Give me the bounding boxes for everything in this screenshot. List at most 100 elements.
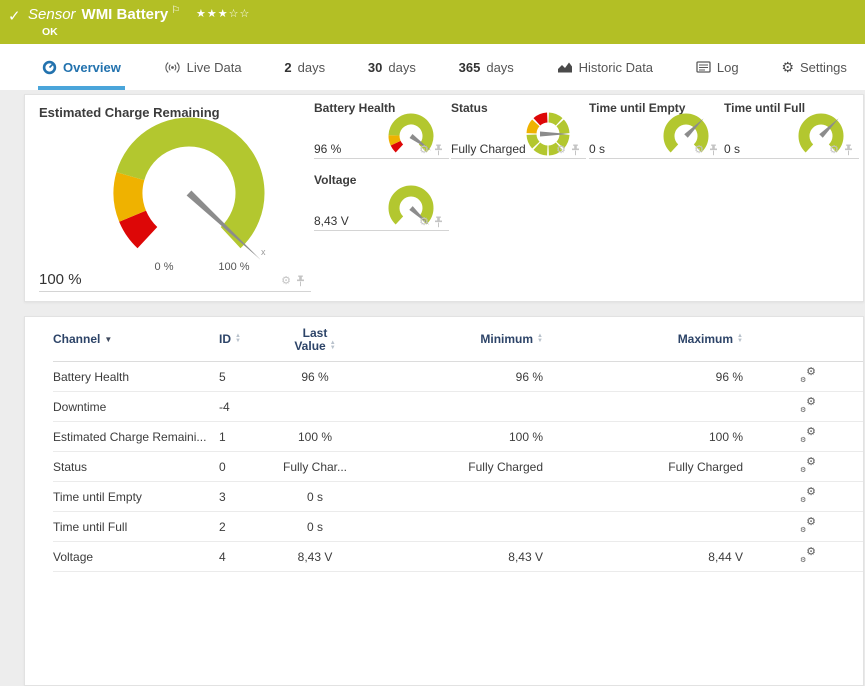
table-row-time-until-empty[interactable]: Time until Empty 3 0 s ⚙ ⚙ — [53, 482, 863, 512]
channel-gear-icon[interactable]: ⚙ — [694, 143, 704, 156]
maximum-value: 8,44 V — [708, 549, 743, 564]
gauge-title: Time until Empty — [589, 101, 686, 115]
pin-icon[interactable] — [434, 144, 443, 156]
maximum-value: Fully Charged — [668, 459, 743, 474]
gear-icon: ⚙ — [781, 59, 794, 75]
gauge-value: 8,43 V — [314, 214, 349, 228]
channel-name: Time until Empty — [53, 489, 142, 504]
pin-icon[interactable] — [571, 144, 580, 156]
page-title: WMI Battery — [81, 6, 169, 23]
gauge-status: Status Fully Charged ⚙ — [451, 101, 586, 159]
tab-bar: Overview Live Data 2 days 30 days 365 da… — [0, 44, 865, 90]
column-header-id[interactable]: ID ▲ ▼ — [219, 332, 241, 346]
channel-settings-icon[interactable]: ⚙ ⚙ — [800, 425, 816, 444]
log-icon — [696, 61, 711, 73]
gauge-title: Time until Full — [724, 101, 806, 115]
sort-icon: ▲ ▼ — [329, 340, 336, 351]
table-row-voltage[interactable]: Voltage 4 8,43 V 8,43 V 8,44 V ⚙ ⚙ — [53, 542, 863, 572]
sensor-header: ✓ Sensor WMI Battery ⚐ ★★★☆☆ OK — [0, 0, 865, 44]
tab-30-days[interactable]: 30 days — [364, 48, 420, 90]
pin-icon[interactable] — [296, 275, 305, 287]
channel-name: Downtime — [53, 399, 107, 414]
column-header-maximum[interactable]: Maximum ▲ ▼ — [677, 332, 743, 346]
gauge-title: Battery Health — [314, 101, 396, 115]
pin-icon[interactable] — [844, 144, 853, 156]
tab-number: 2 — [284, 59, 292, 75]
channel-settings-icon[interactable]: ⚙ ⚙ — [800, 365, 816, 384]
channel-gear-icon[interactable]: ⚙ — [281, 274, 291, 287]
tab-overview[interactable]: Overview — [38, 48, 125, 90]
tab-label: days — [297, 59, 326, 75]
gauge-value: 0 s — [589, 142, 606, 156]
column-header-minimum[interactable]: Minimum ▲ ▼ — [480, 332, 543, 346]
channel-name: Voltage — [53, 549, 94, 564]
gauge-voltage: Voltage 8,43 V ⚙ — [314, 173, 449, 231]
sort-icon: ▲ ▼ — [235, 333, 241, 344]
minimum-value: 96 % — [515, 369, 543, 384]
channel-id: 2 — [219, 519, 226, 534]
gauge-estimated-charge: Estimated Charge Remaining 0 % 100 % x 1… — [39, 103, 311, 292]
minimum-value: 8,43 V — [508, 549, 543, 564]
channels-table-panel: Channel ▼ ID ▲ ▼ Last Value ▲ ▼ Minimum ▲ ▼ Maxi… — [24, 316, 864, 686]
tab-2-days[interactable]: 2 days — [280, 48, 329, 90]
channel-gear-icon[interactable]: ⚙ — [419, 215, 429, 228]
pin-icon[interactable] — [709, 144, 718, 156]
last-value: 8,43 V — [297, 549, 333, 564]
column-header-channel[interactable]: Channel ▼ — [53, 332, 113, 346]
gauge-time-until-empty: Time until Empty 0 s ⚙ — [589, 101, 724, 159]
channel-name: Estimated Charge Remaini... — [53, 429, 207, 444]
channel-settings-icon[interactable]: ⚙ ⚙ — [800, 485, 816, 504]
last-value: 96 % — [301, 369, 329, 384]
channel-id: 0 — [219, 459, 226, 474]
flag-icon[interactable]: ⚐ — [171, 5, 181, 16]
minimum-value: Fully Charged — [468, 459, 543, 474]
channel-id: -4 — [219, 399, 230, 414]
gauge-value: 96 % — [314, 142, 342, 156]
tab-label: Log — [716, 59, 739, 75]
channel-name: Battery Health — [53, 369, 130, 384]
sort-icon: ▲ ▼ — [537, 333, 543, 344]
voltage-gauge — [388, 185, 434, 226]
broadcast-icon — [165, 61, 180, 73]
minimum-value: 100 % — [508, 429, 543, 444]
time-until-full-gauge — [798, 113, 844, 153]
table-header-row: Channel ▼ ID ▲ ▼ Last Value ▲ ▼ Minimum ▲ ▼ Maxi… — [53, 317, 863, 362]
column-header-last-value[interactable]: Last Value ▲ ▼ — [294, 325, 336, 353]
tab-settings[interactable]: ⚙ Settings — [777, 48, 851, 90]
gauge-title: Voltage — [314, 173, 357, 187]
gauge-value: Fully Charged — [451, 142, 526, 156]
channel-settings-icon[interactable]: ⚙ ⚙ — [800, 455, 816, 474]
gauge-value: 100 % — [39, 271, 82, 288]
table-row-time-until-full[interactable]: Time until Full 2 0 s ⚙ ⚙ — [53, 512, 863, 542]
sensor-kind-label: Sensor — [28, 6, 76, 23]
tab-live-data[interactable]: Live Data — [160, 48, 246, 90]
sensor-title-line: Sensor WMI Battery ⚐ — [28, 5, 180, 23]
tab-365-days[interactable]: 365 days — [455, 48, 518, 90]
channel-id: 1 — [219, 429, 226, 444]
sort-desc-icon: ▼ — [104, 334, 113, 344]
last-value: 100 % — [297, 429, 333, 444]
channel-settings-icon[interactable]: ⚙ ⚙ — [800, 545, 816, 564]
pin-icon[interactable] — [434, 216, 443, 228]
tab-historic-data[interactable]: Historic Data — [553, 48, 657, 90]
channel-gear-icon[interactable]: ⚙ — [829, 143, 839, 156]
maximum-value: 96 % — [715, 369, 743, 384]
table-row-battery-health[interactable]: Battery Health 5 96 % 96 % 96 % ⚙ ⚙ — [53, 362, 863, 392]
channel-gear-icon[interactable]: ⚙ — [419, 143, 429, 156]
channel-name: Status — [53, 459, 88, 474]
channel-settings-icon[interactable]: ⚙ ⚙ — [800, 515, 816, 534]
tab-label: days — [486, 59, 514, 75]
table-row-estimated-charge[interactable]: Estimated Charge Remaini... 1 100 % 100 … — [53, 422, 863, 452]
channel-settings-icon[interactable]: ⚙ ⚙ — [800, 395, 816, 414]
tab-log[interactable]: Log — [692, 48, 743, 90]
status-gauge — [526, 112, 570, 156]
table-row-downtime[interactable]: Downtime -4 ⚙ ⚙ — [53, 392, 863, 422]
table-row-status[interactable]: Status 0 Fully Char... Fully Charged Ful… — [53, 452, 863, 482]
channel-gear-icon[interactable]: ⚙ — [556, 143, 566, 156]
time-until-empty-gauge — [663, 113, 709, 153]
channel-id: 3 — [219, 489, 226, 504]
estimated-charge-gauge — [113, 117, 265, 260]
gauge-icon — [42, 60, 57, 74]
priority-stars[interactable]: ★★★☆☆ — [196, 8, 251, 20]
